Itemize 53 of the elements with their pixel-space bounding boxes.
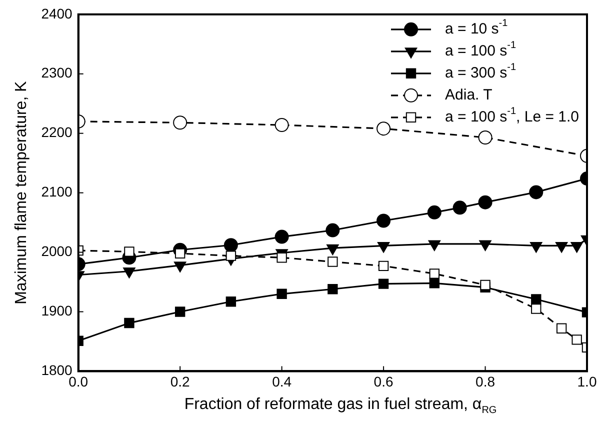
point	[226, 250, 236, 261]
point	[531, 294, 542, 304]
point	[555, 242, 568, 253]
point	[274, 118, 289, 132]
point	[174, 306, 186, 317]
y-tick-label: 2100	[41, 184, 73, 200]
point	[276, 252, 287, 263]
point	[328, 284, 338, 294]
point	[479, 240, 492, 251]
point	[570, 242, 583, 253]
legend-label: Adia. T	[445, 86, 492, 104]
point	[378, 260, 389, 272]
point	[224, 238, 238, 252]
x-tick-label: 0.8	[476, 373, 496, 390]
point	[427, 205, 442, 220]
x-tick-label: 1.0	[577, 373, 597, 390]
point	[452, 200, 467, 215]
point	[328, 256, 338, 267]
point	[529, 185, 544, 200]
point	[428, 240, 441, 251]
y-tick-label: 2200	[41, 124, 73, 140]
point	[274, 230, 289, 244]
point	[377, 242, 390, 253]
point	[572, 334, 582, 345]
point	[326, 223, 340, 238]
point	[429, 268, 440, 279]
x-tick-label: 0.4	[272, 373, 292, 390]
y-tick-label: 2300	[41, 64, 73, 81]
y-tick-label: 2400	[41, 5, 73, 22]
point	[376, 122, 391, 136]
point	[226, 296, 236, 307]
point	[556, 323, 567, 334]
x-axis-title: Fraction of reformate gas in fuel stream, α$_{RG}$	[183, 396, 498, 416]
point	[530, 242, 542, 253]
point	[173, 116, 188, 130]
point	[123, 268, 136, 278]
point	[174, 262, 186, 272]
point	[480, 280, 490, 290]
point	[478, 130, 492, 144]
point	[531, 304, 542, 314]
point	[124, 246, 134, 257]
point	[276, 288, 287, 299]
y-tick-label: 2000	[41, 243, 73, 260]
point	[124, 318, 134, 328]
y-tick-label: 1900	[41, 302, 73, 319]
point	[326, 244, 339, 256]
point	[478, 195, 492, 210]
point	[429, 278, 440, 288]
point	[376, 214, 391, 228]
x-tick-label: 0.2	[170, 373, 190, 390]
x-tick-label: 0.6	[374, 373, 394, 390]
point	[378, 278, 389, 289]
y-axis-title: Maximum flame temperature, K	[13, 80, 30, 304]
